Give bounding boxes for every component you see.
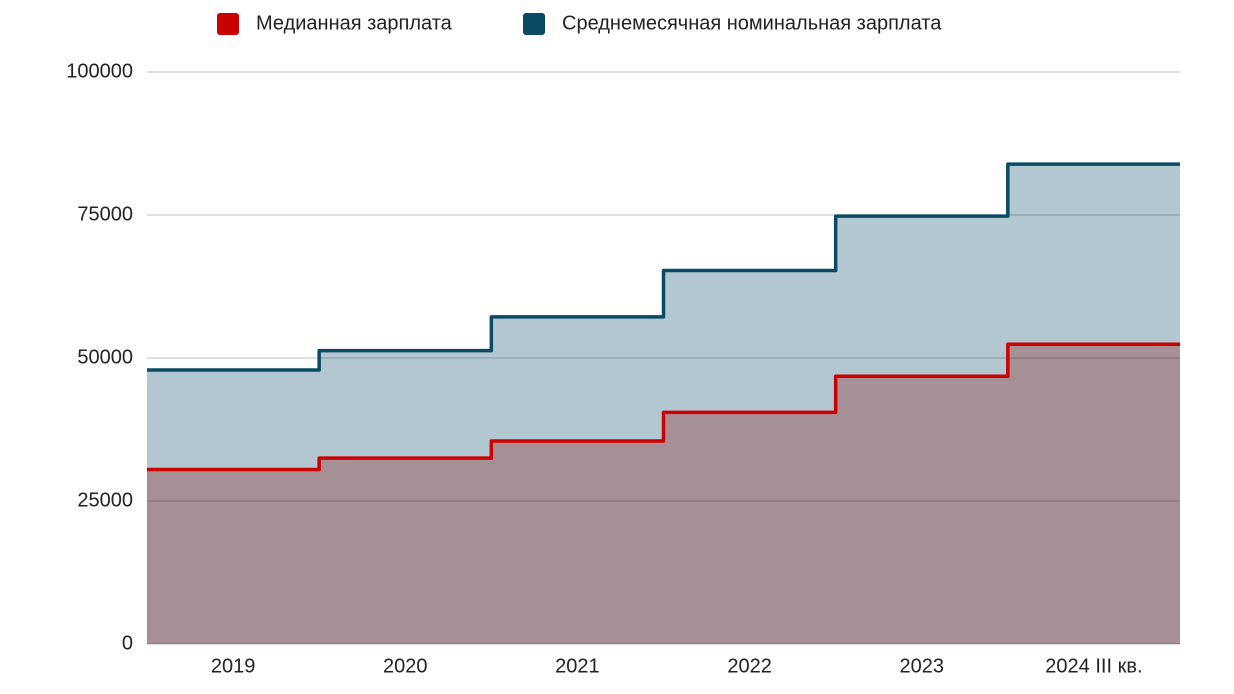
y-tick-label: 25000 [77, 489, 133, 511]
legend-label: Среднемесячная номинальная зарплата [562, 12, 942, 34]
legend-swatch [217, 13, 239, 35]
legend-swatch [523, 13, 545, 35]
step-line [147, 162, 1180, 372]
y-tick-label: 50000 [77, 346, 133, 368]
x-tick-label: 2022 [727, 655, 772, 677]
x-tick-label: 2020 [383, 655, 428, 677]
y-tick-label: 0 [122, 632, 133, 654]
y-tick-label: 100000 [66, 60, 133, 82]
step-line [147, 342, 1180, 472]
x-tick-label: 2019 [211, 655, 256, 677]
area [147, 344, 1180, 644]
x-tick-label: 2021 [555, 655, 600, 677]
x-tick-label: 2024 III кв. [1045, 655, 1142, 677]
x-tick-label: 2023 [900, 655, 945, 677]
y-tick-label: 75000 [77, 203, 133, 225]
legend-label: Медианная зарплата [256, 12, 453, 34]
